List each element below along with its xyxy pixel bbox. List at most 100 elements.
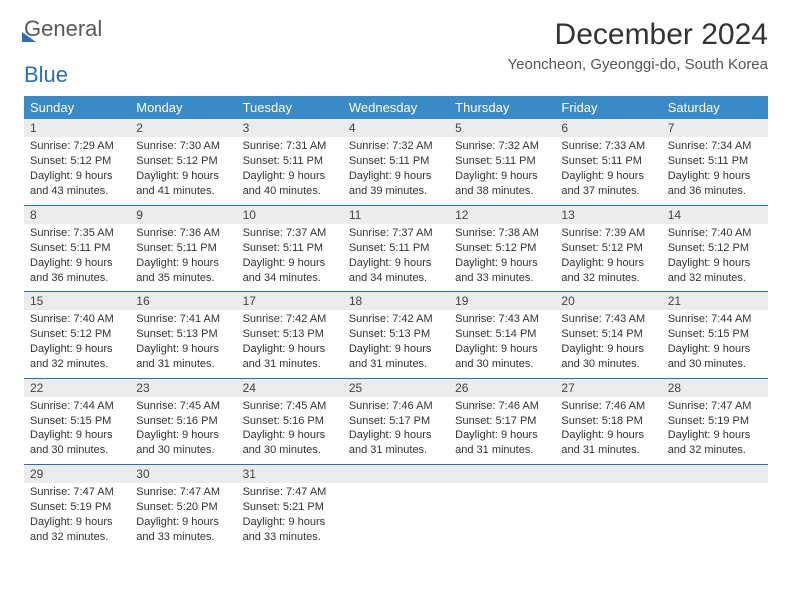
sunset-text: Sunset: 5:20 PM (136, 500, 230, 515)
weekday-header: Thursday (449, 96, 555, 119)
calendar-table: SundayMondayTuesdayWednesdayThursdayFrid… (24, 96, 768, 551)
calendar-cell: 14Sunrise: 7:40 AMSunset: 5:12 PMDayligh… (662, 205, 768, 291)
sunset-text: Sunset: 5:14 PM (561, 327, 655, 342)
day-number: 22 (24, 378, 130, 397)
day-number: 16 (130, 291, 236, 310)
day-number: 18 (343, 291, 449, 310)
daylight-text-1: Daylight: 9 hours (30, 169, 124, 184)
daylight-text-2: and 30 minutes. (455, 357, 549, 372)
calendar-cell: 21Sunrise: 7:44 AMSunset: 5:15 PMDayligh… (662, 291, 768, 377)
calendar-cell: 1Sunrise: 7:29 AMSunset: 5:12 PMDaylight… (24, 119, 130, 205)
daylight-text-1: Daylight: 9 hours (455, 256, 549, 271)
daylight-text-1: Daylight: 9 hours (136, 342, 230, 357)
sunrise-text: Sunrise: 7:47 AM (243, 485, 337, 500)
daylight-text-2: and 43 minutes. (30, 184, 124, 199)
day-number: 25 (343, 378, 449, 397)
day-number: 26 (449, 378, 555, 397)
daylight-text-2: and 31 minutes. (349, 443, 443, 458)
cell-content: Sunrise: 7:42 AMSunset: 5:13 PMDaylight:… (343, 310, 449, 377)
cell-content: Sunrise: 7:43 AMSunset: 5:14 PMDaylight:… (555, 310, 661, 377)
cell-content: Sunrise: 7:29 AMSunset: 5:12 PMDaylight:… (24, 137, 130, 204)
sunrise-text: Sunrise: 7:37 AM (349, 226, 443, 241)
day-number: 28 (662, 378, 768, 397)
daylight-text-2: and 30 minutes. (30, 443, 124, 458)
sunset-text: Sunset: 5:11 PM (30, 241, 124, 256)
daylight-text-1: Daylight: 9 hours (30, 256, 124, 271)
title-block: December 2024 Yeoncheon, Gyeonggi-do, So… (508, 18, 768, 73)
daylight-text-2: and 36 minutes. (668, 184, 762, 199)
calendar-cell: 7Sunrise: 7:34 AMSunset: 5:11 PMDaylight… (662, 119, 768, 205)
calendar-cell: 5Sunrise: 7:32 AMSunset: 5:11 PMDaylight… (449, 119, 555, 205)
daylight-text-1: Daylight: 9 hours (668, 169, 762, 184)
daylight-text-2: and 32 minutes. (30, 530, 124, 545)
sunrise-text: Sunrise: 7:42 AM (349, 312, 443, 327)
daylight-text-2: and 31 minutes. (243, 357, 337, 372)
daylight-text-1: Daylight: 9 hours (136, 256, 230, 271)
calendar-cell: 10Sunrise: 7:37 AMSunset: 5:11 PMDayligh… (237, 205, 343, 291)
daylight-text-2: and 40 minutes. (243, 184, 337, 199)
cell-content: Sunrise: 7:37 AMSunset: 5:11 PMDaylight:… (237, 224, 343, 291)
day-number: 27 (555, 378, 661, 397)
daylight-text-2: and 30 minutes. (668, 357, 762, 372)
cell-content: Sunrise: 7:46 AMSunset: 5:18 PMDaylight:… (555, 397, 661, 464)
sunset-text: Sunset: 5:15 PM (30, 414, 124, 429)
daylight-text-1: Daylight: 9 hours (455, 428, 549, 443)
calendar-cell: 29Sunrise: 7:47 AMSunset: 5:19 PMDayligh… (24, 464, 130, 550)
cell-content: Sunrise: 7:47 AMSunset: 5:21 PMDaylight:… (237, 483, 343, 550)
sunrise-text: Sunrise: 7:42 AM (243, 312, 337, 327)
cell-content: Sunrise: 7:38 AMSunset: 5:12 PMDaylight:… (449, 224, 555, 291)
sunrise-text: Sunrise: 7:34 AM (668, 139, 762, 154)
sunset-text: Sunset: 5:18 PM (561, 414, 655, 429)
cell-content: Sunrise: 7:44 AMSunset: 5:15 PMDaylight:… (24, 397, 130, 464)
daylight-text-2: and 39 minutes. (349, 184, 443, 199)
day-number: 24 (237, 378, 343, 397)
calendar-cell: 8Sunrise: 7:35 AMSunset: 5:11 PMDaylight… (24, 205, 130, 291)
daylight-text-1: Daylight: 9 hours (243, 169, 337, 184)
daylight-text-2: and 33 minutes. (455, 271, 549, 286)
sunset-text: Sunset: 5:11 PM (349, 154, 443, 169)
sunrise-text: Sunrise: 7:38 AM (455, 226, 549, 241)
day-number (555, 464, 661, 483)
calendar-cell: 25Sunrise: 7:46 AMSunset: 5:17 PMDayligh… (343, 378, 449, 464)
sunrise-text: Sunrise: 7:30 AM (136, 139, 230, 154)
daylight-text-2: and 32 minutes. (561, 271, 655, 286)
calendar-week-row: 1Sunrise: 7:29 AMSunset: 5:12 PMDaylight… (24, 119, 768, 205)
sunrise-text: Sunrise: 7:47 AM (136, 485, 230, 500)
sunset-text: Sunset: 5:19 PM (668, 414, 762, 429)
sunset-text: Sunset: 5:17 PM (349, 414, 443, 429)
daylight-text-1: Daylight: 9 hours (561, 169, 655, 184)
daylight-text-2: and 33 minutes. (136, 530, 230, 545)
day-number (662, 464, 768, 483)
day-number: 12 (449, 205, 555, 224)
calendar-cell: 18Sunrise: 7:42 AMSunset: 5:13 PMDayligh… (343, 291, 449, 377)
sunset-text: Sunset: 5:14 PM (455, 327, 549, 342)
calendar-cell: 28Sunrise: 7:47 AMSunset: 5:19 PMDayligh… (662, 378, 768, 464)
cell-content: Sunrise: 7:44 AMSunset: 5:15 PMDaylight:… (662, 310, 768, 377)
day-number: 20 (555, 291, 661, 310)
calendar-cell: 2Sunrise: 7:30 AMSunset: 5:12 PMDaylight… (130, 119, 236, 205)
sunset-text: Sunset: 5:16 PM (243, 414, 337, 429)
sunrise-text: Sunrise: 7:43 AM (561, 312, 655, 327)
cell-content: Sunrise: 7:47 AMSunset: 5:19 PMDaylight:… (662, 397, 768, 464)
sunrise-text: Sunrise: 7:45 AM (243, 399, 337, 414)
sunrise-text: Sunrise: 7:33 AM (561, 139, 655, 154)
day-number: 6 (555, 119, 661, 137)
sunset-text: Sunset: 5:12 PM (561, 241, 655, 256)
sunrise-text: Sunrise: 7:44 AM (30, 399, 124, 414)
sunset-text: Sunset: 5:17 PM (455, 414, 549, 429)
daylight-text-1: Daylight: 9 hours (349, 256, 443, 271)
sunrise-text: Sunrise: 7:46 AM (561, 399, 655, 414)
calendar-cell: 22Sunrise: 7:44 AMSunset: 5:15 PMDayligh… (24, 378, 130, 464)
calendar-cell: 27Sunrise: 7:46 AMSunset: 5:18 PMDayligh… (555, 378, 661, 464)
daylight-text-2: and 34 minutes. (243, 271, 337, 286)
header: General Blue December 2024 Yeoncheon, Gy… (24, 18, 768, 86)
calendar-cell: 30Sunrise: 7:47 AMSunset: 5:20 PMDayligh… (130, 464, 236, 550)
cell-content: Sunrise: 7:31 AMSunset: 5:11 PMDaylight:… (237, 137, 343, 204)
sunrise-text: Sunrise: 7:39 AM (561, 226, 655, 241)
sunrise-text: Sunrise: 7:44 AM (668, 312, 762, 327)
cell-content (343, 483, 449, 491)
calendar-week-row: 29Sunrise: 7:47 AMSunset: 5:19 PMDayligh… (24, 464, 768, 550)
weekday-header: Sunday (24, 96, 130, 119)
sunset-text: Sunset: 5:11 PM (136, 241, 230, 256)
sunrise-text: Sunrise: 7:46 AM (349, 399, 443, 414)
